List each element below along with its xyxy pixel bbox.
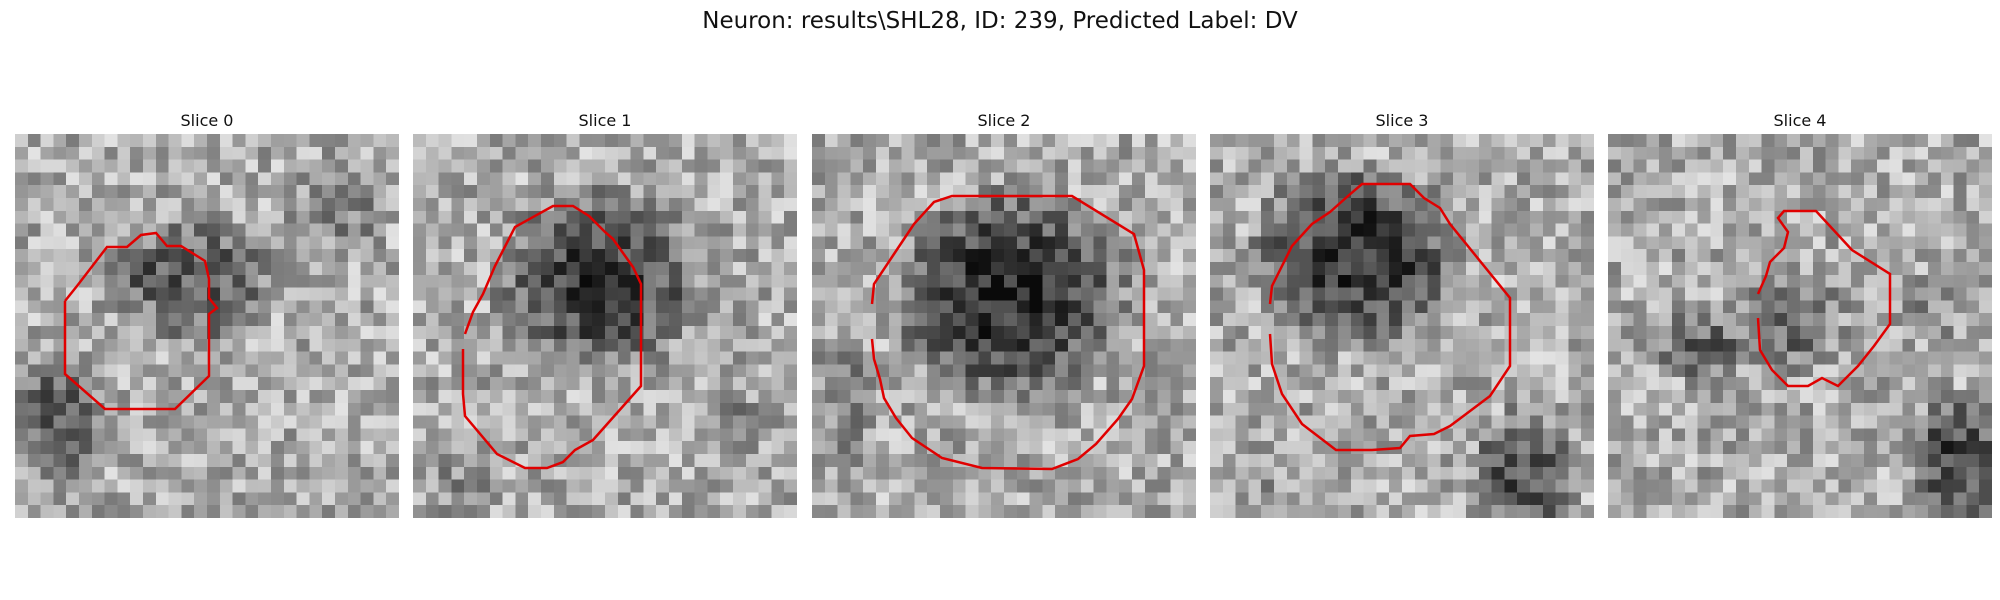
figure-title: Neuron: results\SHL28, ID: 239, Predicte… [702,8,1298,34]
slice-title-0: Slice 0 [180,111,234,130]
slice-pixels-1 [413,134,797,518]
slice-title-3: Slice 3 [1375,111,1429,130]
slice-title-1: Slice 1 [578,111,632,130]
slice-contour-svg-1 [461,204,643,470]
slice-panel-3: Slice 3 [1210,110,1594,518]
neuron-contour-0 [63,231,219,411]
slice-contour-svg-0 [63,231,219,411]
slice-panel-1: Slice 1 [413,110,797,518]
slice-image-3 [1210,134,1594,518]
slice-pixels-3 [1210,134,1594,518]
slice-image-4 [1608,134,1992,518]
slice-panel-2: Slice 2 [812,110,1196,518]
slice-title-2: Slice 2 [977,111,1031,130]
slice-pixels-4 [1608,134,1992,518]
slice-contour-svg-2 [870,194,1146,471]
neuron-contour-3 [1268,182,1512,452]
slice-panel-4: Slice 4 [1608,110,1992,518]
slice-pixels-0 [15,134,399,518]
slice-contour-svg-4 [1756,209,1892,388]
slice-pixels-2 [812,134,1196,518]
neuron-contour-4 [1756,209,1892,388]
slice-image-2 [812,134,1196,518]
slice-title-4: Slice 4 [1773,111,1827,130]
slice-panel-0: Slice 0 [15,110,399,518]
neuron-contour-2 [870,194,1146,471]
slice-image-0 [15,134,399,518]
slice-image-1 [413,134,797,518]
neuron-contour-1 [461,204,643,470]
slice-contour-svg-3 [1268,182,1512,452]
